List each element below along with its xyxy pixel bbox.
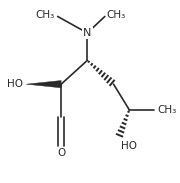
Text: HO: HO [121,141,137,151]
Text: HO: HO [7,79,23,89]
Text: O: O [57,148,65,158]
Text: CH₃: CH₃ [107,10,126,20]
Polygon shape [26,81,61,88]
Text: CH₃: CH₃ [157,105,176,115]
Text: CH₃: CH₃ [35,10,54,20]
Text: N: N [83,28,92,38]
